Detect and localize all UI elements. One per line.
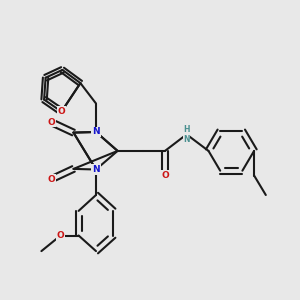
Text: H
N: H N [183,125,190,144]
Text: N: N [92,165,100,174]
Text: O: O [161,171,169,180]
Text: O: O [47,175,55,184]
Text: O: O [57,231,64,240]
Text: N: N [92,128,100,136]
Text: O: O [47,118,55,127]
Text: O: O [58,107,65,116]
